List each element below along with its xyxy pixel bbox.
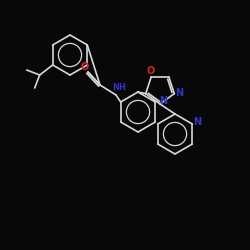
Text: N: N	[193, 117, 202, 127]
Text: NH: NH	[112, 84, 126, 92]
Text: O: O	[146, 66, 154, 76]
Text: N: N	[159, 96, 167, 106]
Text: O: O	[81, 62, 89, 72]
Text: N: N	[175, 88, 183, 98]
